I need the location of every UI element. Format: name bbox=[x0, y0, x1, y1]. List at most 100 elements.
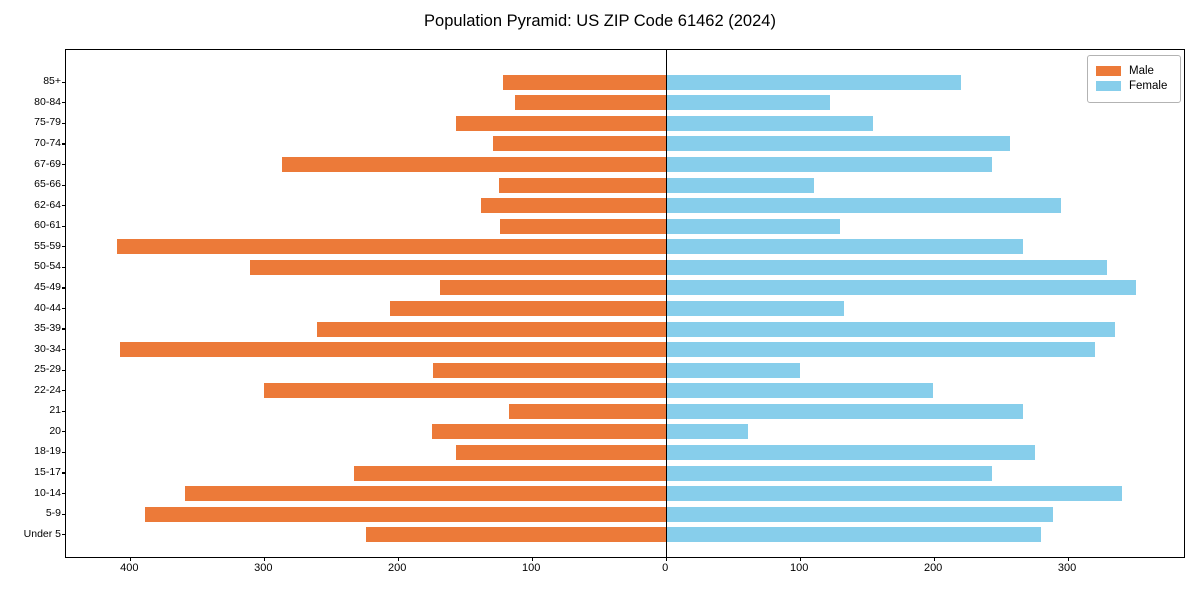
y-tick bbox=[62, 225, 66, 227]
x-tick-label: 200 bbox=[388, 562, 407, 574]
female-bar-21 bbox=[666, 403, 1023, 419]
male-bar-45-49 bbox=[439, 280, 667, 296]
female-bar-60-61 bbox=[666, 218, 841, 234]
y-tick-label: 45-49 bbox=[34, 280, 61, 293]
y-tick-label: 55-59 bbox=[34, 239, 61, 252]
male-bar-Under 5 bbox=[366, 527, 667, 543]
male-bar-65-66 bbox=[498, 177, 667, 193]
y-tick-label: 85+ bbox=[43, 75, 61, 88]
male-bar-62-64 bbox=[481, 198, 667, 214]
male-bar-21 bbox=[509, 403, 667, 419]
female-bar-5-9 bbox=[666, 506, 1054, 522]
chart-title: Population Pyramid: US ZIP Code 61462 (2… bbox=[424, 12, 776, 30]
female-bar-40-44 bbox=[666, 301, 845, 316]
y-tick bbox=[62, 122, 66, 124]
y-tick-label: 67-69 bbox=[34, 157, 61, 170]
y-tick-label: 15-17 bbox=[34, 466, 61, 479]
y-tick-label: 20 bbox=[49, 424, 61, 437]
x-tick bbox=[531, 557, 533, 561]
legend-item-male: Male bbox=[1096, 65, 1172, 77]
male-bar-20 bbox=[431, 424, 667, 440]
female-bar-10-14 bbox=[666, 486, 1122, 502]
female-bar-35-39 bbox=[666, 321, 1115, 337]
y-tick-label: 62-64 bbox=[34, 198, 61, 211]
male-bar-25-29 bbox=[433, 362, 667, 378]
y-tick-label: 22-24 bbox=[34, 383, 61, 396]
x-tick bbox=[397, 557, 399, 561]
female-bar-70-74 bbox=[666, 136, 1011, 152]
x-tick bbox=[263, 557, 265, 561]
y-tick bbox=[62, 184, 66, 186]
male-bar-80-84 bbox=[514, 95, 667, 111]
female-bar-80-84 bbox=[666, 95, 830, 111]
male-bar-55-59 bbox=[116, 239, 667, 255]
x-tick-label: 0 bbox=[662, 562, 669, 574]
male-bar-40-44 bbox=[390, 301, 667, 316]
male-bar-70-74 bbox=[493, 136, 667, 152]
y-tick bbox=[62, 143, 66, 145]
female-bar-67-69 bbox=[666, 157, 992, 173]
y-tick-label: 35-39 bbox=[34, 322, 61, 335]
y-tick-label: 10-14 bbox=[34, 486, 61, 499]
x-tick-label: 300 bbox=[254, 562, 273, 574]
y-tick bbox=[62, 492, 66, 495]
y-tick bbox=[62, 472, 66, 474]
legend-item-female: Female bbox=[1096, 80, 1172, 92]
plot-area bbox=[62, 49, 1185, 561]
male-bar-30-34 bbox=[119, 342, 667, 358]
y-tick bbox=[62, 163, 66, 166]
x-tick-label: 200 bbox=[923, 562, 943, 574]
female-bar-18-19 bbox=[666, 444, 1035, 460]
y-tick-label: 40-44 bbox=[34, 301, 61, 314]
y-tick bbox=[62, 102, 66, 104]
legend: Male Female bbox=[1087, 55, 1181, 103]
y-tick-label: 5-9 bbox=[45, 507, 61, 520]
male-bar-35-39 bbox=[316, 321, 667, 337]
x-tick bbox=[933, 557, 935, 561]
x-tick-label: 400 bbox=[120, 562, 139, 574]
y-tick-label: 80-84 bbox=[34, 95, 61, 108]
male-bar-18-19 bbox=[455, 444, 667, 460]
y-tick bbox=[62, 369, 66, 371]
male-bar-22-24 bbox=[264, 383, 667, 399]
female-bar-50-54 bbox=[666, 259, 1107, 275]
y-tick bbox=[62, 431, 66, 433]
y-tick-label: 50-54 bbox=[34, 260, 61, 273]
female-bar-62-64 bbox=[666, 198, 1062, 214]
x-tick bbox=[665, 557, 667, 561]
legend-swatch-icon bbox=[1096, 66, 1121, 76]
y-tick-label: 30-34 bbox=[34, 342, 61, 355]
x-tick bbox=[129, 557, 131, 561]
x-tick-label: 100 bbox=[789, 562, 809, 574]
female-bar-55-59 bbox=[666, 239, 1023, 255]
legend-swatch-icon bbox=[1096, 81, 1121, 91]
female-bar-22-24 bbox=[666, 383, 933, 399]
y-tick-label: 65-66 bbox=[34, 178, 61, 191]
x-tick-label: 300 bbox=[1057, 562, 1077, 574]
y-tick-label: 25-29 bbox=[34, 363, 61, 376]
female-bar-Under 5 bbox=[666, 527, 1042, 543]
y-tick bbox=[62, 81, 66, 83]
female-bar-15-17 bbox=[666, 465, 992, 481]
legend-label: Male bbox=[1129, 65, 1154, 77]
female-bar-75-79 bbox=[666, 115, 873, 131]
y-tick bbox=[62, 451, 66, 454]
y-tick-label: 21 bbox=[49, 404, 61, 417]
x-tick-label: 100 bbox=[522, 562, 541, 574]
y-tick bbox=[62, 390, 66, 392]
male-bar-85+ bbox=[502, 74, 667, 90]
y-tick bbox=[62, 410, 66, 412]
y-tick bbox=[62, 328, 66, 330]
y-tick bbox=[62, 349, 66, 351]
female-bar-25-29 bbox=[666, 362, 801, 378]
male-bar-75-79 bbox=[455, 115, 667, 131]
y-tick-label: 18-19 bbox=[34, 445, 61, 458]
y-tick bbox=[62, 205, 66, 207]
y-tick-label: 75-79 bbox=[34, 116, 61, 129]
female-bar-65-66 bbox=[666, 177, 814, 193]
legend-label: Female bbox=[1129, 80, 1168, 92]
y-tick-label: 60-61 bbox=[34, 219, 61, 232]
y-tick bbox=[62, 513, 66, 515]
y-tick bbox=[62, 266, 66, 268]
